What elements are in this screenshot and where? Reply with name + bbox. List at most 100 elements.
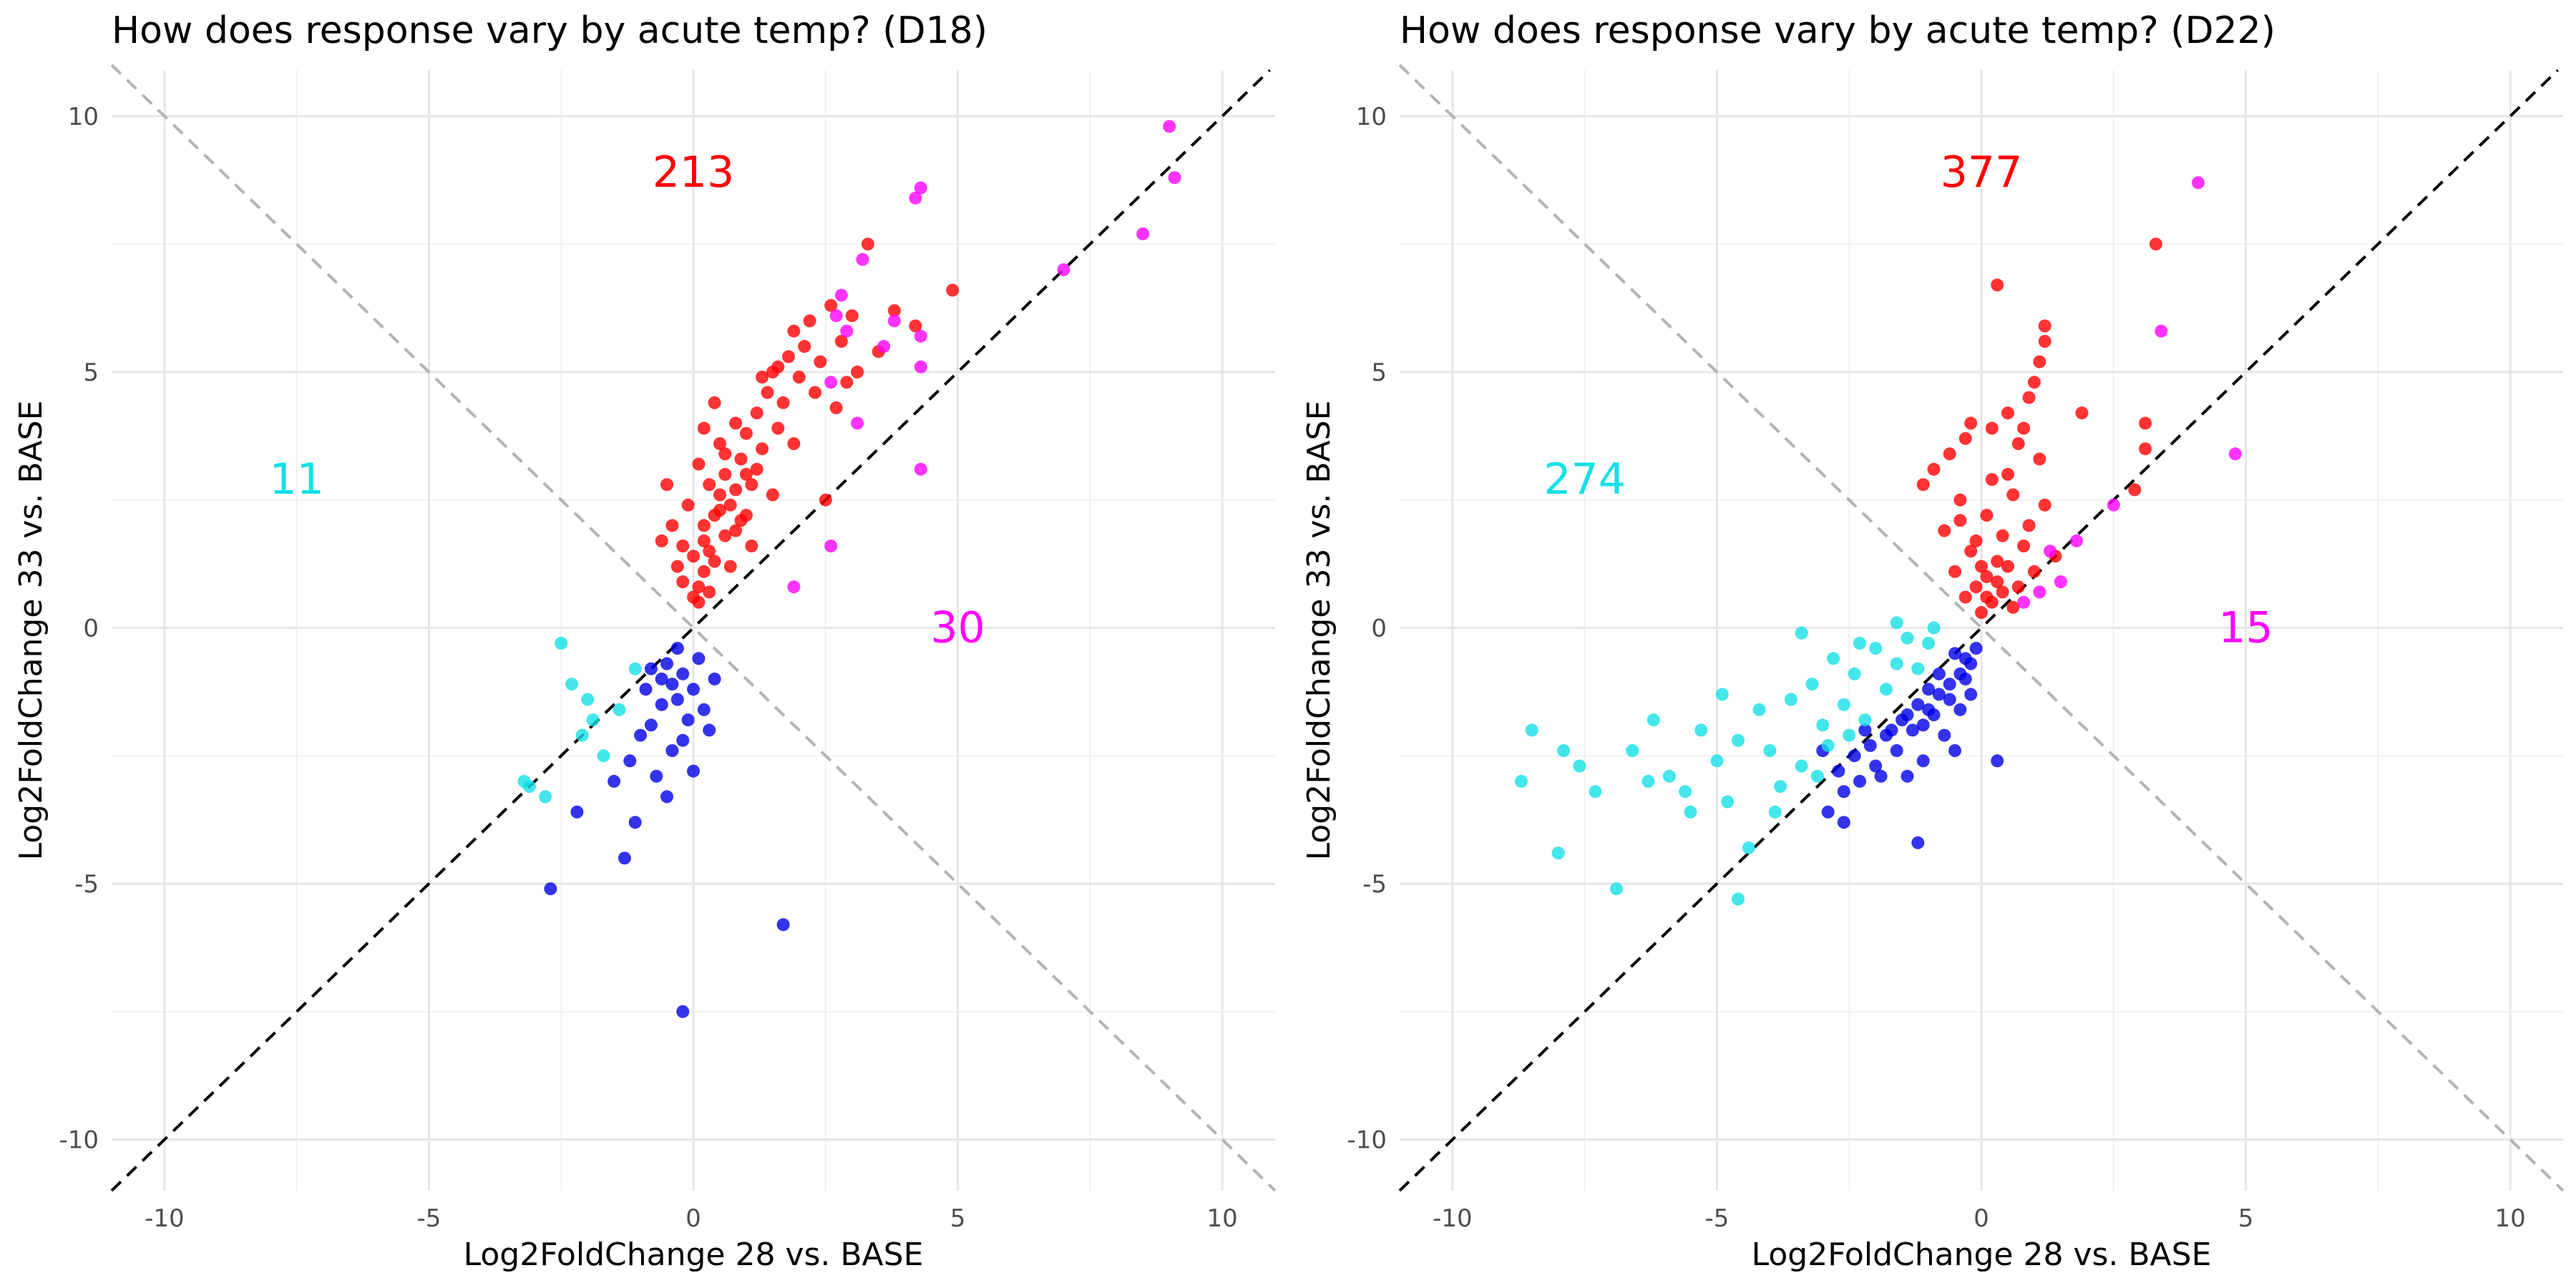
data-point	[1948, 565, 1961, 578]
data-point	[723, 560, 737, 573]
data-point	[1768, 805, 1782, 819]
y-tick-label: 10	[68, 102, 99, 131]
data-point	[1980, 570, 1994, 583]
data-point	[1958, 652, 1972, 665]
data-point	[1610, 882, 1623, 896]
data-point	[570, 805, 584, 819]
data-point	[771, 421, 785, 435]
data-point	[650, 769, 663, 783]
data-point	[2155, 324, 2168, 338]
data-point	[723, 498, 737, 512]
data-point	[2033, 452, 2046, 466]
data-point	[1589, 785, 1602, 799]
data-point	[1985, 473, 1999, 487]
data-point	[687, 683, 700, 696]
data-point	[829, 401, 843, 414]
data-point	[665, 744, 679, 757]
data-point	[1975, 606, 1988, 619]
data-point	[1136, 227, 1150, 240]
reference-line-y-equals-x	[110, 69, 1271, 1192]
data-point	[851, 416, 864, 430]
chart-title: How does response vary by acute temp? (D…	[1400, 9, 2275, 52]
data-point	[861, 238, 874, 251]
data-point	[1943, 693, 1956, 706]
data-point	[2075, 406, 2089, 420]
data-point	[914, 329, 927, 343]
y-axis-label: Log2FoldChange 33 vs. BASE	[1301, 401, 1337, 861]
data-point	[756, 371, 769, 384]
data-point	[2033, 585, 2046, 599]
data-point	[1916, 478, 1930, 492]
data-point	[1646, 713, 1660, 727]
data-point	[1938, 728, 1951, 742]
data-point	[1922, 703, 1936, 716]
data-point	[1858, 723, 1872, 737]
data-point	[1641, 774, 1655, 788]
data-point	[708, 555, 721, 568]
data-point	[697, 519, 711, 532]
data-point	[856, 253, 869, 266]
data-point	[1626, 744, 1639, 757]
data-point	[824, 376, 838, 389]
data-point	[1557, 744, 1571, 757]
data-point	[824, 298, 838, 312]
data-point	[851, 365, 864, 379]
count-annotation: 274	[1543, 454, 1626, 504]
data-point	[1885, 723, 1898, 737]
data-point	[834, 335, 848, 348]
data-point	[1837, 785, 1850, 799]
data-point	[1684, 805, 1697, 819]
data-point	[655, 534, 668, 547]
data-point	[687, 764, 700, 778]
data-point	[761, 386, 774, 399]
data-point	[1969, 534, 1983, 547]
data-point	[1991, 555, 2004, 568]
data-point	[718, 467, 732, 481]
data-point	[1805, 678, 1819, 691]
data-point	[792, 371, 806, 384]
x-tick-label: -10	[145, 1204, 185, 1233]
data-point	[739, 467, 753, 481]
x-tick-label: -5	[417, 1204, 441, 1233]
data-point	[2107, 498, 2120, 512]
data-point	[798, 340, 811, 353]
data-point	[1525, 723, 1538, 737]
reference-line-y-equals-minus-x	[110, 64, 1277, 1192]
data-point	[1168, 171, 1181, 185]
data-point	[2006, 488, 2020, 502]
data-point	[581, 693, 595, 706]
data-point	[1827, 652, 1840, 665]
x-tick-label: 10	[2494, 1204, 2525, 1233]
data-point	[708, 672, 721, 686]
data-point	[776, 396, 790, 409]
data-point	[2038, 319, 2051, 333]
data-point	[729, 524, 743, 537]
data-point	[824, 540, 838, 552]
data-point	[713, 504, 726, 517]
data-point	[809, 386, 821, 399]
data-point	[1964, 688, 1978, 701]
data-point	[1821, 738, 1835, 752]
data-point	[787, 324, 801, 338]
chart-title: How does response vary by acute temp? (D…	[112, 9, 987, 52]
x-tick-label: -10	[1433, 1204, 1473, 1233]
data-point	[1821, 805, 1835, 819]
data-point	[718, 447, 732, 461]
data-point	[1958, 431, 1972, 445]
data-point	[670, 642, 684, 655]
x-tick-label: 0	[1974, 1204, 1989, 1233]
y-tick-label: -5	[74, 870, 99, 899]
data-point	[703, 585, 716, 599]
data-point	[909, 191, 922, 205]
y-tick-label: -10	[1347, 1126, 1387, 1154]
data-point	[2038, 335, 2051, 348]
data-point	[776, 918, 790, 932]
x-axis-label: Log2FoldChange 28 vs. BASE	[464, 1236, 924, 1273]
data-point	[713, 488, 726, 502]
data-point	[1975, 560, 1988, 573]
data-point	[2027, 376, 2041, 389]
x-tick-label: 10	[1206, 1204, 1237, 1233]
data-point	[734, 452, 748, 466]
data-point	[2011, 437, 2025, 450]
data-point	[1964, 416, 1978, 430]
